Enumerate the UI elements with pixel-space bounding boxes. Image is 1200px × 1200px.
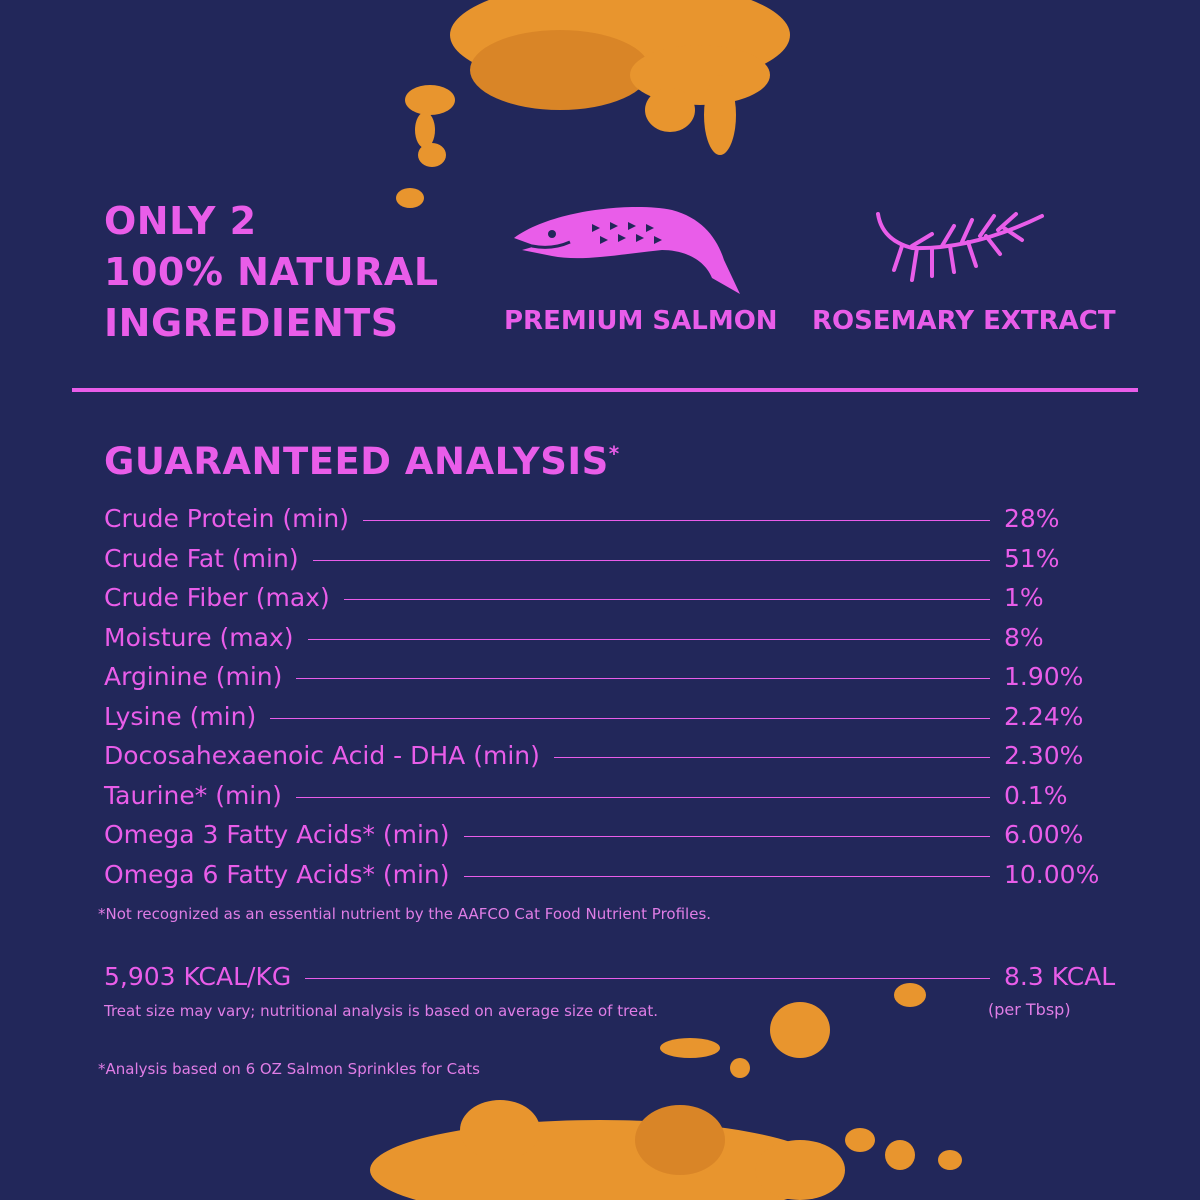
leader-line bbox=[307, 638, 990, 640]
kcal-per-serving: 8.3 KCAL bbox=[1004, 962, 1116, 991]
row-value: 1% bbox=[1004, 583, 1044, 612]
leader-line bbox=[305, 978, 990, 979]
row-label: Crude Protein (min) bbox=[104, 504, 350, 533]
analysis-row: Taurine* (min) 0.1% bbox=[104, 781, 1104, 821]
leader-line bbox=[270, 717, 990, 719]
row-label: Omega 3 Fatty Acids* (min) bbox=[104, 820, 450, 849]
leader-line bbox=[296, 678, 990, 679]
aafco-footnote: *Not recognized as an essential nutrient… bbox=[98, 905, 712, 923]
treat-size-note: Treat size may vary; nutritional analysi… bbox=[104, 1002, 658, 1020]
analysis-row: Omega 6 Fatty Acids* (min) 10.00% bbox=[104, 860, 1104, 900]
section-divider bbox=[72, 388, 1138, 392]
row-value: 6.00% bbox=[1004, 820, 1084, 849]
calorie-row: 5,903 KCAL/KG 8.3 KCAL bbox=[104, 962, 1115, 1002]
analysis-basis-note: *Analysis based on 6 OZ Salmon Sprinkles… bbox=[98, 1060, 480, 1078]
row-value: 2.30% bbox=[1004, 741, 1084, 770]
row-value: 1.90% bbox=[1004, 662, 1084, 691]
leader-line bbox=[312, 559, 990, 561]
row-value: 2.24% bbox=[1004, 701, 1084, 731]
row-value: 10.00% bbox=[1004, 859, 1100, 889]
analysis-row: Lysine (min) 2.24% bbox=[104, 702, 1104, 742]
leader-line bbox=[295, 796, 990, 798]
leader-line bbox=[553, 757, 990, 758]
hero-heading: ONLY 2 100% NATURAL INGREDIENTS bbox=[104, 196, 439, 349]
analysis-table: Crude Protein (min) 28% Crude Fat (min) 51… bbox=[104, 504, 1104, 899]
rosemary-sprig-icon bbox=[876, 212, 1044, 282]
title-asterisk: * bbox=[608, 441, 620, 466]
analysis-row: Omega 3 Fatty Acids* (min) 6.00% bbox=[104, 820, 1104, 860]
kcal-per-kg: 5,903 KCAL/KG bbox=[104, 962, 292, 991]
ingredient-label-salmon: PREMIUM SALMON bbox=[504, 306, 778, 336]
analysis-row: Moisture (max) 8% bbox=[104, 623, 1104, 663]
row-value: 51% bbox=[1004, 543, 1060, 573]
row-value: 28% bbox=[1004, 504, 1060, 533]
ingredient-label-rosemary: ROSEMARY EXTRACT bbox=[812, 306, 1116, 336]
analysis-row: Arginine (min) 1.90% bbox=[104, 662, 1104, 702]
row-value: 8% bbox=[1004, 622, 1044, 652]
salmon-fish-icon bbox=[514, 207, 740, 294]
calorie-content: 5,903 KCAL/KG 8.3 KCAL bbox=[104, 962, 1115, 1002]
leader-line bbox=[463, 836, 990, 837]
row-label: Moisture (max) bbox=[104, 622, 294, 652]
row-label: Arginine (min) bbox=[104, 662, 283, 691]
analysis-row: Crude Protein (min) 28% bbox=[104, 504, 1104, 544]
row-label: Lysine (min) bbox=[104, 701, 257, 731]
hero-line-2: 100% NATURAL bbox=[104, 250, 439, 294]
leader-line bbox=[343, 599, 990, 600]
leader-line bbox=[463, 875, 990, 877]
row-label: Taurine* (min) bbox=[104, 780, 282, 810]
row-label: Crude Fat (min) bbox=[104, 543, 299, 573]
leader-line bbox=[363, 520, 990, 521]
analysis-row: Crude Fiber (max) 1% bbox=[104, 583, 1104, 623]
row-label: Omega 6 Fatty Acids* (min) bbox=[104, 859, 450, 889]
title-text: GUARANTEED ANALYSIS bbox=[104, 440, 609, 483]
hero-line-3: INGREDIENTS bbox=[104, 301, 399, 345]
row-label: Docosahexaenoic Acid - DHA (min) bbox=[104, 741, 540, 770]
hero-line-1: ONLY 2 bbox=[104, 199, 257, 243]
guaranteed-analysis-title: GUARANTEED ANALYSIS* bbox=[104, 440, 620, 483]
row-label: Crude Fiber (max) bbox=[104, 583, 330, 612]
serving-unit: (per Tbsp) bbox=[988, 1000, 1071, 1019]
analysis-row: Crude Fat (min) 51% bbox=[104, 544, 1104, 584]
analysis-row: Docosahexaenoic Acid - DHA (min) 2.30% bbox=[104, 741, 1104, 781]
row-value: 0.1% bbox=[1004, 780, 1068, 810]
